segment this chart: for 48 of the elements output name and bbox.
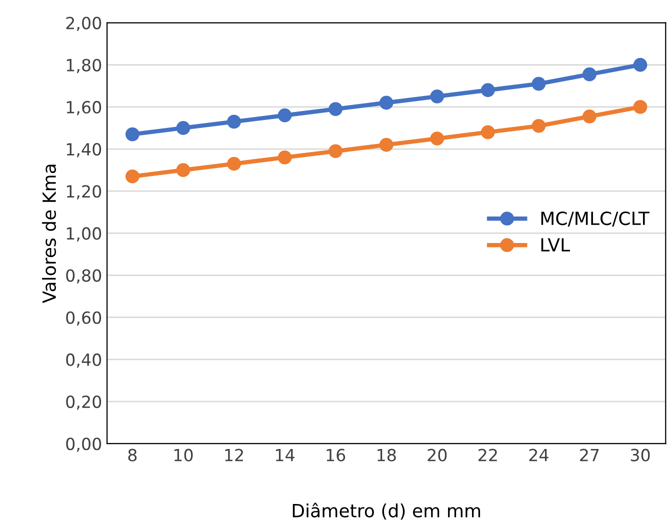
point xyxy=(125,169,140,184)
x-tick-label: 18 xyxy=(378,448,396,462)
point xyxy=(227,114,241,129)
y-tick-label: 1,20 xyxy=(66,185,102,200)
point xyxy=(480,125,495,140)
legend-label: MC/MLC/CLT xyxy=(541,212,650,227)
point xyxy=(176,163,190,178)
legend-label: LVL xyxy=(541,238,570,252)
x-tick-label: 12 xyxy=(225,448,243,462)
y-tick-label: 1,40 xyxy=(66,143,102,158)
point xyxy=(176,121,190,135)
point xyxy=(379,96,394,110)
y-tick-label: 1,80 xyxy=(66,58,102,74)
x-tick-label: 8 xyxy=(128,448,137,462)
point xyxy=(532,76,546,91)
x-tick-label: 10 xyxy=(174,448,193,462)
point xyxy=(379,138,394,152)
x-axis-title: Diâmetro (d) em mm xyxy=(292,502,480,520)
y-tick-label: 0,80 xyxy=(66,269,102,284)
point xyxy=(430,89,444,104)
point xyxy=(582,67,596,82)
y-tick-label: 1,00 xyxy=(66,227,102,242)
point xyxy=(328,102,343,116)
y-tick-label: 0,60 xyxy=(66,311,102,326)
point xyxy=(480,83,495,98)
point xyxy=(328,144,343,158)
x-tick-label: 27 xyxy=(580,448,599,462)
point xyxy=(125,127,140,142)
y-tick-label: 0,40 xyxy=(66,353,102,368)
x-tick-label: 22 xyxy=(478,448,497,462)
point xyxy=(633,100,648,114)
point xyxy=(227,156,241,171)
point xyxy=(430,132,444,146)
point xyxy=(278,150,292,164)
y-tick-label: 2,00 xyxy=(66,16,102,32)
point xyxy=(582,109,596,124)
point xyxy=(278,108,292,122)
y-axis-title: Valores de Kma xyxy=(42,164,56,304)
x-tick-label: 20 xyxy=(428,448,447,462)
x-tick-label: 30 xyxy=(630,448,650,462)
point xyxy=(532,118,546,133)
x-tick-label: 16 xyxy=(326,448,346,462)
y-tick-label: 1,60 xyxy=(66,100,102,116)
point xyxy=(633,58,648,72)
y-tick-label: 0,20 xyxy=(66,395,102,410)
x-tick-label: 14 xyxy=(276,448,294,462)
y-tick-label: 0,00 xyxy=(66,438,102,452)
x-tick-label: 24 xyxy=(529,448,548,462)
